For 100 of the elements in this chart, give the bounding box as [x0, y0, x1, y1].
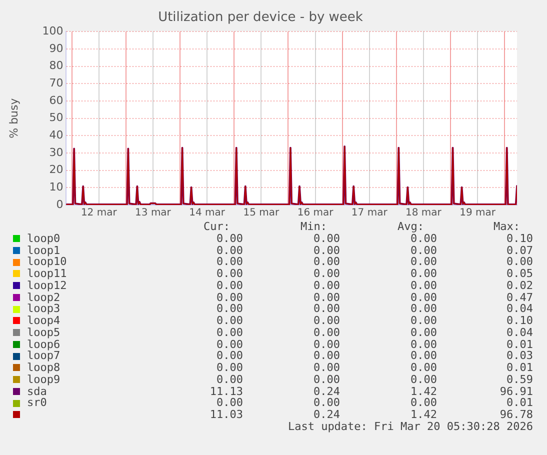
text: 0.00	[216, 232, 243, 245]
text: 0.07	[506, 244, 533, 256]
text: 0.00	[410, 232, 437, 245]
legend-label: loop0	[27, 232, 62, 245]
text: 0.59	[506, 372, 533, 386]
text: 0.00	[312, 290, 340, 304]
text: 0.00	[312, 349, 340, 362]
y-tick-label: 80	[49, 59, 64, 72]
chart-title: Utilization per device - by week	[158, 10, 364, 26]
text: 0.00	[216, 372, 243, 386]
y-tick-label: 30	[49, 146, 64, 159]
x-tick-label: 17 mar	[351, 208, 388, 219]
text: Cur:	[202, 220, 231, 233]
text: 0.00	[410, 396, 437, 410]
legend-label: loop3	[27, 302, 62, 316]
text: 0.00	[410, 361, 437, 374]
legend-label: loop9	[27, 372, 62, 386]
y-tick-label: 0	[56, 198, 64, 211]
text: 0.00	[410, 349, 437, 362]
text: 0.24	[312, 384, 340, 398]
text: 0.00	[216, 302, 243, 316]
text: 0.00	[410, 244, 437, 256]
legend-label: sr0	[27, 396, 48, 410]
y-tick-label: 60	[49, 94, 64, 107]
text: 0.00	[410, 338, 437, 350]
legend-label: loop8	[27, 361, 62, 374]
legend-label: loop10	[27, 255, 68, 268]
text: 0.00	[312, 338, 340, 350]
x-tick-label: 16 mar	[297, 208, 334, 219]
legend-label: loop4	[27, 314, 62, 327]
text: 0.00	[312, 302, 340, 316]
text: 1.42	[410, 384, 437, 398]
y-tick-label: 10	[49, 180, 64, 194]
text: 0.00	[410, 255, 437, 268]
text: 0.00	[216, 349, 243, 362]
text: 0.00	[312, 267, 340, 280]
x-tick-label: 13 mar	[135, 208, 172, 219]
x-tick-label: 12 mar	[80, 208, 118, 219]
x-tick-label: 15 mar	[243, 208, 280, 219]
text: 0.00	[312, 278, 340, 292]
legend-label: loop11	[27, 267, 68, 280]
y-tick-label: 90	[49, 42, 64, 55]
text: 0.05	[506, 267, 533, 280]
text: 0.00	[216, 314, 243, 327]
legend-label: loop1	[27, 244, 62, 256]
text: 0.00	[216, 396, 243, 410]
text: 0.00	[216, 326, 243, 339]
text: 0.01	[506, 396, 533, 410]
text: 0.00	[312, 314, 340, 327]
y-tick-label: 100	[42, 24, 64, 38]
text: 0.00	[216, 361, 243, 374]
y-tick-label: 40	[49, 128, 64, 142]
text: Avg:	[396, 220, 425, 233]
text: 0.02	[506, 278, 533, 292]
text: 0.00	[410, 278, 437, 292]
text: 0.00	[506, 255, 533, 268]
text: 0.01	[506, 361, 533, 374]
text: 0.00	[410, 302, 437, 316]
legend-label: loop12	[27, 278, 68, 292]
text: 0.04	[506, 326, 533, 339]
x-tick-label: 19 mar	[460, 208, 496, 219]
text: 0.00	[410, 267, 437, 280]
text: 0.00	[216, 244, 243, 256]
y-tick-label: 20	[49, 163, 64, 176]
text: 0.00	[410, 326, 437, 339]
text: 0.00	[216, 267, 243, 280]
legend-label: loop2	[27, 290, 60, 304]
text: 0.47	[506, 290, 533, 304]
text: 0.24	[312, 408, 340, 421]
text: 0.00	[410, 290, 437, 304]
text: 0.00	[216, 290, 243, 304]
text: 96.91	[498, 384, 533, 398]
text: 0.00	[312, 326, 340, 339]
text: 0.01	[506, 338, 533, 350]
text: 0.00	[410, 372, 437, 386]
text: 0.00	[312, 255, 340, 268]
text: 96.78	[498, 408, 533, 421]
text: 0.00	[312, 372, 340, 386]
text: 11.13	[208, 384, 243, 398]
y-tick-label: 50	[49, 111, 64, 124]
text: 0.00	[312, 232, 340, 245]
text: 0.10	[506, 232, 533, 245]
text: 0.00	[216, 278, 243, 292]
legend-label: loop7	[27, 349, 62, 362]
text: 0.00	[312, 396, 340, 410]
text: 0.00	[216, 255, 243, 268]
x-tick-label: 18 mar	[406, 208, 442, 219]
text: 0.00	[312, 361, 340, 374]
legend-label: loop5	[27, 326, 62, 339]
text: Last update: Fri Mar 20 05:30:28 2026	[288, 420, 533, 433]
legend-label: loop6	[27, 338, 62, 350]
text: 1.42	[410, 408, 437, 421]
text: 0.00	[216, 338, 243, 350]
legend-label: sda	[27, 384, 47, 398]
x-tick-label: 14 mar	[189, 208, 226, 219]
text: 0.00	[410, 314, 437, 327]
text: Max:	[492, 220, 521, 233]
y-tick-label: 70	[49, 76, 64, 90]
y-axis-title: % busy	[7, 98, 20, 138]
text: 0.04	[506, 302, 533, 316]
